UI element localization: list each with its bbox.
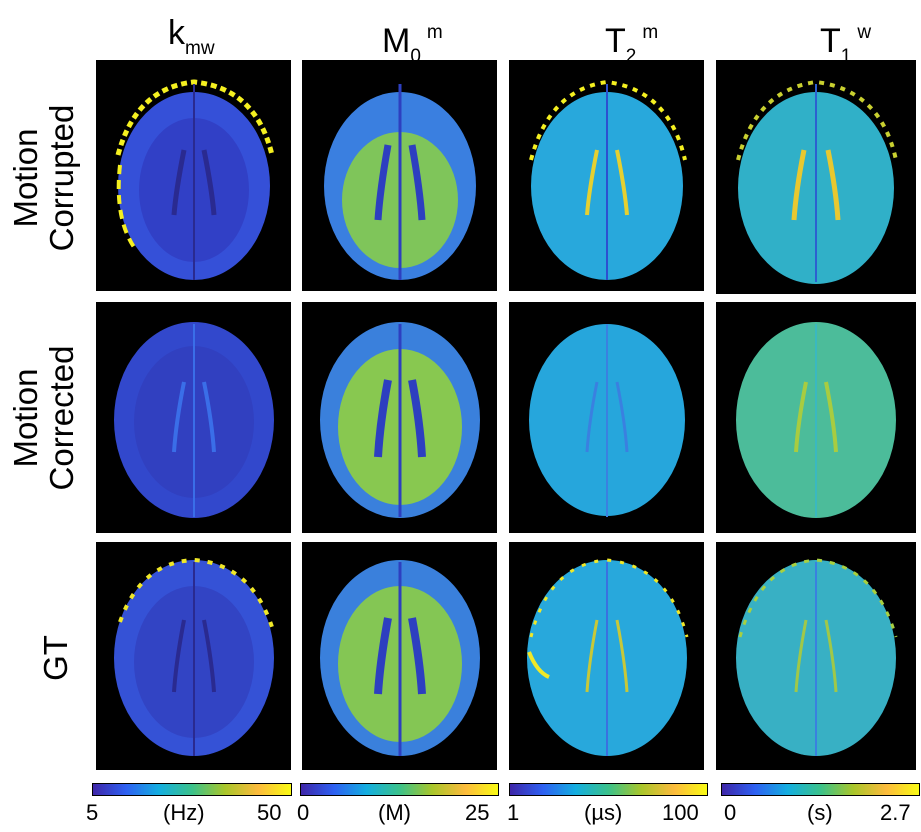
brain-map-kmw-gt [96,542,291,770]
colorbar-t2m-unit: (µs) [584,800,623,825]
brain-map-t2m-gt [509,542,704,770]
colorbar-kmw [92,783,292,796]
row-label-gt: GT [37,635,74,681]
brain-map-kmw-motion-corrected [96,302,291,533]
brain-map-t1w-motion-corrupted [716,60,916,294]
colorbar-t2m [509,783,708,796]
colorbar-t1w [721,783,920,796]
colorbar-kmw-min: 5 [86,800,99,825]
brain-map-t2m-motion-corrected [509,302,704,533]
colorbar-kmw-unit: (Hz) [163,800,205,825]
colorbar-t1w-unit: (s) [807,800,833,825]
brain-map-t1w-motion-corrected [716,302,916,533]
row-label-motion-corrupted: Motion Corrupted [7,104,80,252]
brain-map-m0m-motion-corrected [302,302,497,533]
colorbar-m0m [300,783,499,796]
column-title-kmw: kmw [168,14,215,59]
brain-map-m0m-motion-corrupted [302,60,497,291]
colorbar-m0m-max: 25 [465,800,490,825]
brain-map-m0m-gt [302,542,497,770]
colorbar-t2m-min: 1 [507,800,520,825]
colorbar-t1w-max: 2.7 [880,800,911,825]
brain-map-kmw-motion-corrupted [96,60,291,291]
colorbar-m0m-unit: (M) [378,800,411,825]
brain-map-t1w-gt [716,542,916,770]
brain-map-t2m-motion-corrupted [509,60,704,291]
column-title-m0m: M0m [382,22,443,67]
colorbar-t2m-max: 100 [662,800,699,825]
colorbar-t1w-min: 0 [724,800,737,825]
column-title-t2m: T2m [605,22,659,67]
row-label-motion-corrected: Motion Corrected [7,345,80,491]
colorbar-kmw-max: 50 [257,800,282,825]
colorbar-m0m-min: 0 [297,800,310,825]
column-title-t1w: T1w [820,22,872,67]
